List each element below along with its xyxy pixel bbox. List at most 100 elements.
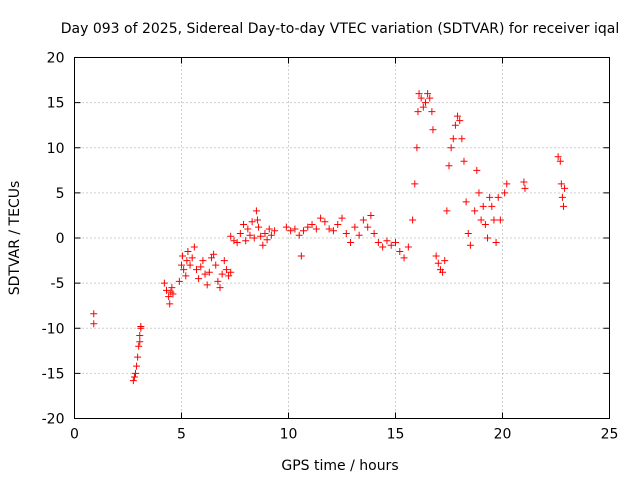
data-point: [554, 153, 562, 161]
data-point: [338, 214, 346, 222]
plot-frame: [74, 57, 610, 419]
data-point: [299, 227, 307, 235]
data-point: [364, 223, 372, 231]
data-point: [503, 180, 511, 188]
y-tick-label: 20: [47, 51, 65, 67]
y-tick-label: -20: [42, 412, 65, 428]
data-point: [190, 243, 198, 251]
data-point: [325, 225, 333, 233]
data-point: [486, 193, 494, 201]
data-point: [179, 252, 187, 260]
data-point: [456, 117, 464, 125]
y-tick-label: -10: [42, 321, 65, 337]
y-tick-label: -15: [42, 366, 65, 382]
data-point: [367, 211, 375, 219]
x-tick-label: 10: [280, 427, 298, 443]
x-tick-label: 5: [177, 427, 186, 443]
data-point: [321, 218, 329, 226]
data-point: [370, 229, 378, 237]
grid: [74, 57, 610, 419]
data-point: [414, 108, 422, 116]
chart-title: Day 093 of 2025, Sidereal Day-to-day VTE…: [61, 21, 619, 37]
data-point: [462, 198, 470, 206]
y-tick-label: -5: [51, 276, 65, 292]
data-point: [135, 342, 143, 350]
data-point: [451, 121, 459, 129]
data-point: [521, 184, 529, 192]
data-point: [165, 293, 173, 301]
data-point: [160, 279, 168, 287]
data-point: [520, 178, 528, 186]
data-point: [216, 284, 224, 292]
data-point: [396, 248, 404, 256]
data-point: [267, 231, 275, 239]
data-point: [359, 216, 367, 224]
data-point: [253, 216, 261, 224]
data-point: [434, 259, 442, 267]
data-point: [261, 229, 269, 237]
data-point: [182, 272, 190, 280]
data-point: [471, 207, 479, 215]
data-point: [186, 261, 194, 269]
data-point: [163, 286, 171, 294]
data-point: [242, 237, 250, 245]
data-point: [259, 241, 267, 249]
data-points: [90, 90, 569, 385]
data-point: [250, 234, 258, 242]
data-point: [263, 236, 271, 244]
data-point: [195, 275, 203, 283]
data-point: [347, 239, 355, 247]
x-tick-label: 0: [70, 427, 79, 443]
data-point: [136, 338, 144, 346]
data-point: [203, 281, 211, 289]
data-point: [329, 227, 337, 235]
data-point: [415, 90, 423, 98]
y-tick-label: 10: [47, 141, 65, 157]
data-point: [197, 263, 205, 271]
data-point: [214, 277, 222, 285]
data-point: [424, 90, 432, 98]
data-point: [222, 266, 230, 274]
data-point: [449, 135, 457, 143]
data-point: [460, 157, 468, 165]
data-point: [178, 261, 185, 269]
data-point: [558, 193, 566, 201]
data-point: [265, 225, 273, 233]
data-point: [308, 220, 316, 228]
data-point: [312, 225, 320, 233]
data-point: [411, 180, 419, 188]
data-point: [240, 220, 248, 228]
data-point: [131, 369, 139, 377]
x-axis-label: GPS time / hours: [281, 458, 398, 474]
data-point: [355, 231, 363, 239]
data-point: [212, 261, 220, 269]
data-point: [458, 135, 466, 143]
data-point: [257, 232, 265, 240]
data-point: [494, 193, 502, 201]
axis-ticks: 0 5 10 15 20 25 -20 -15 -10 -5 0 5 10 15 20: [42, 51, 619, 443]
data-point: [207, 254, 215, 262]
data-point: [400, 254, 408, 262]
data-point: [220, 257, 228, 265]
data-point: [443, 207, 451, 215]
data-point: [561, 184, 569, 192]
data-point: [304, 223, 312, 231]
data-point: [559, 202, 567, 210]
data-point: [168, 284, 176, 292]
data-point: [227, 268, 235, 276]
x-tick-label: 15: [387, 427, 405, 443]
data-point: [192, 266, 200, 274]
data-point: [501, 189, 509, 197]
data-point: [428, 108, 436, 116]
data-point: [492, 239, 500, 247]
data-point: [252, 207, 260, 215]
data-point: [383, 237, 391, 245]
data-point: [387, 241, 395, 249]
data-point: [201, 270, 209, 278]
data-point: [441, 257, 449, 265]
data-point: [464, 229, 472, 237]
data-point: [133, 362, 141, 370]
y-axis-label: SDTVAR / TECUs: [7, 181, 23, 296]
